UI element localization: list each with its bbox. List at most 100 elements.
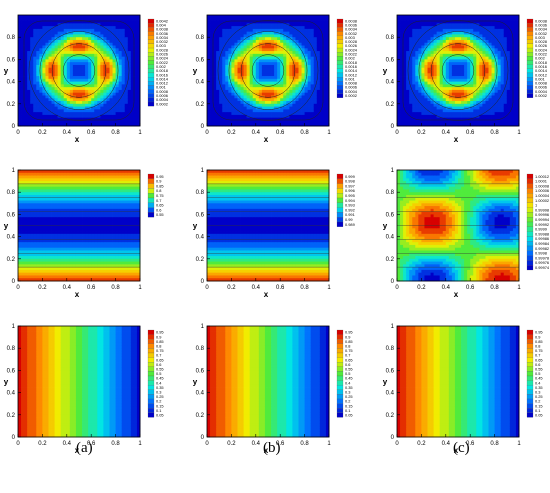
- contour-cell: [473, 17, 477, 21]
- contour-cell: [39, 23, 43, 27]
- contour-cell: [418, 67, 422, 71]
- contour-cell: [424, 26, 428, 30]
- contour-cell: [21, 45, 25, 49]
- contour-cell: [30, 109, 34, 113]
- contour-cell: [464, 92, 468, 96]
- contour-cell: [63, 70, 68, 74]
- contour-cell: [243, 84, 248, 88]
- colorbar-swatch: [336, 81, 344, 86]
- contour-cell: [237, 17, 241, 21]
- contour-cell: [433, 120, 438, 124]
- contour-cell: [409, 87, 413, 91]
- contour-cell: [421, 81, 425, 85]
- contour-cell: [234, 84, 238, 88]
- contour-cell: [400, 123, 404, 127]
- contour-cell: [467, 53, 471, 58]
- contour-cell: [69, 76, 74, 80]
- contour-cell: [97, 23, 101, 27]
- contour-cell: [237, 70, 241, 74]
- contour-cell: [240, 73, 244, 77]
- contour-cell: [18, 109, 22, 113]
- contour-cell: [42, 59, 46, 63]
- contour-cell: [313, 20, 318, 24]
- contour-cell: [109, 48, 113, 52]
- contour-cell: [115, 51, 120, 55]
- contour-cell: [106, 87, 110, 91]
- contour-cell: [503, 98, 508, 102]
- contour-cell: [225, 64, 229, 69]
- contour-cell: [45, 51, 49, 55]
- contour-cell: [491, 53, 495, 58]
- contour-cell: [286, 73, 290, 77]
- contour-cell: [133, 31, 138, 35]
- contour-cell: [88, 23, 92, 27]
- contour-cell: [42, 34, 46, 38]
- contour-cell: [36, 34, 40, 38]
- contour-cell: [85, 64, 89, 69]
- contour-cell: [85, 101, 89, 105]
- contour-cell: [307, 23, 312, 27]
- contour-cell: [124, 17, 129, 21]
- contour-cell: [506, 56, 511, 60]
- contour-cell: [313, 89, 318, 94]
- contour-cell: [400, 23, 404, 27]
- contour-cell: [442, 48, 447, 52]
- contour-cell: [488, 103, 492, 107]
- contour-cell: [54, 26, 59, 30]
- contour-cell: [60, 31, 65, 35]
- contour-cell: [415, 114, 419, 119]
- contour-cell: [479, 78, 483, 82]
- contour-cell: [301, 64, 305, 69]
- contour-cell: [427, 81, 431, 85]
- contour-cell: [57, 59, 62, 63]
- contour-cell: [442, 73, 447, 77]
- contour-cell: [292, 67, 296, 71]
- contour-cell: [409, 106, 413, 110]
- contour-cell: [451, 101, 456, 105]
- contour-cell: [130, 117, 135, 121]
- contour-cell: [445, 120, 450, 124]
- contour-cell: [252, 89, 257, 94]
- contour-cell: [66, 89, 71, 94]
- contour-cell: [316, 56, 321, 60]
- contour-cell: [445, 109, 450, 113]
- contour-cell: [88, 37, 92, 41]
- contour-cell: [112, 59, 116, 63]
- contour-cell: [319, 31, 324, 35]
- contour-cell: [42, 81, 46, 85]
- contour-cell: [112, 112, 116, 116]
- contour-cell: [82, 42, 86, 46]
- contour-cell: [75, 48, 80, 52]
- contour-cell: [295, 103, 299, 107]
- contour-cell: [439, 15, 444, 19]
- contour-cell: [48, 34, 52, 38]
- contour-cell: [512, 64, 517, 69]
- contour-cell: [313, 45, 318, 49]
- contour-cell: [18, 39, 22, 44]
- contour-cell: [261, 101, 266, 105]
- contour-cell: [63, 101, 68, 105]
- contour-cell: [24, 42, 28, 46]
- contour-cell: [57, 120, 62, 124]
- contour-cell: [430, 92, 434, 96]
- contour-cell: [222, 76, 226, 80]
- contour-cell: [118, 109, 123, 113]
- contour-cell: [103, 67, 107, 71]
- contour-cell: [322, 78, 327, 82]
- contour-cell: [467, 76, 471, 80]
- contour-cell: [512, 15, 517, 19]
- contour-cell: [319, 42, 324, 46]
- contour-cell: [91, 20, 95, 24]
- contour-cell: [494, 28, 499, 33]
- contour-cell: [100, 34, 104, 38]
- contour-cell: [470, 117, 474, 121]
- contour-cell: [82, 81, 86, 85]
- contour-cell: [506, 92, 511, 96]
- contour-cell: [130, 23, 135, 27]
- contour-cell: [442, 51, 447, 55]
- contour-cell: [42, 64, 46, 69]
- contour-cell: [424, 59, 428, 63]
- contour-cell: [313, 37, 318, 41]
- contour-cell: [115, 17, 120, 21]
- contour-cell: [60, 34, 65, 38]
